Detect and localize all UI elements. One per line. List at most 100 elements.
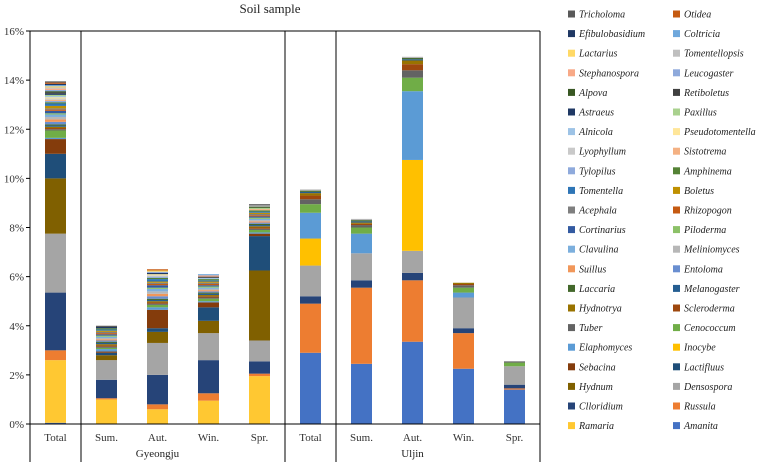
bar-segment (45, 121, 66, 125)
bar-segment (198, 292, 219, 294)
legend-label: Densospora (683, 382, 732, 393)
bar-segment (402, 250, 423, 273)
legend-label: Efibulobasidium (578, 29, 645, 40)
bar-segment (45, 93, 66, 95)
legend-swatch (568, 186, 575, 194)
bar-segment (453, 333, 474, 369)
bar-segment (351, 222, 372, 224)
bar-segment (249, 373, 270, 377)
legend-label: Paxillus (683, 108, 717, 119)
bar-segment (249, 210, 270, 212)
bar-segment (147, 302, 168, 304)
bar-segment (300, 212, 321, 239)
legend-swatch (568, 343, 575, 351)
group-label: Gyeongju (136, 448, 180, 460)
legend-label: Alpova (578, 88, 607, 99)
legend-swatch (673, 343, 680, 351)
bar-segment (249, 232, 270, 234)
legend-swatch (568, 10, 575, 18)
y-tick-label: 0% (9, 419, 24, 431)
bar-segment (147, 291, 168, 294)
legend-swatch (568, 304, 575, 312)
bar-segment (45, 124, 66, 126)
bar-segment (300, 303, 321, 353)
bar-segment (249, 222, 270, 224)
bar-segment (249, 220, 270, 222)
bar-segment (402, 341, 423, 424)
bar-segment (249, 211, 270, 213)
legend-swatch (568, 147, 575, 155)
bar-segment (147, 276, 168, 278)
legend-swatch (568, 167, 575, 175)
x-tick-label: Total (44, 432, 66, 444)
bar-segment (504, 384, 525, 389)
legend-swatch (673, 206, 680, 214)
bar-segment (96, 331, 117, 334)
bar-segment (249, 227, 270, 229)
bar-segment (45, 178, 66, 234)
bar-segment (453, 285, 474, 288)
legend-label: Scleroderma (684, 304, 735, 315)
x-tick-label: Aut. (148, 432, 168, 444)
legend-label: Retiboletus (683, 88, 729, 99)
bar-segment (198, 287, 219, 289)
bar-segment (249, 217, 270, 219)
legend-label: Amphinema (683, 166, 732, 177)
bar-segment (198, 290, 219, 292)
x-tick-label: Spr. (506, 432, 524, 444)
bar-segment (147, 301, 168, 303)
bar-segment (45, 129, 66, 131)
bar-segment (45, 99, 66, 102)
bar-segment (147, 269, 168, 271)
legend-swatch (568, 49, 575, 57)
bar-segment (402, 58, 423, 60)
legend-swatch (673, 147, 680, 155)
bar-segment (198, 297, 219, 299)
bar-segment (198, 281, 219, 283)
bar-segment (45, 125, 66, 127)
bar-segment (45, 130, 66, 138)
bar-segment (45, 83, 66, 86)
bar-segment (45, 96, 66, 98)
bar-segment (402, 64, 423, 71)
bar-segment (402, 59, 423, 61)
y-tick-label: 10% (4, 173, 24, 185)
legend-label: Hydnum (578, 382, 613, 393)
bar-segment (147, 331, 168, 343)
legend-swatch (673, 226, 680, 234)
legend-label: Lyophyllum (578, 147, 626, 158)
bar-segment (249, 223, 270, 226)
legend-swatch (673, 69, 680, 77)
bar-segment (45, 126, 66, 129)
legend-swatch (673, 422, 680, 430)
bar-segment (249, 209, 270, 211)
bar-segment (198, 360, 219, 394)
bar-segment (198, 296, 219, 298)
bar-segment (147, 304, 168, 308)
bar-segment (198, 291, 219, 293)
bar-segment (198, 285, 219, 287)
bar-segment (96, 340, 117, 342)
bar-segment (45, 422, 66, 424)
legend-label: Tuber (579, 323, 602, 334)
bar-segment (96, 398, 117, 400)
bar-segment (249, 226, 270, 228)
y-tick-label: 4% (9, 321, 24, 333)
bar-segment (249, 225, 270, 227)
bar-segment (45, 233, 66, 293)
legend-swatch (673, 382, 680, 390)
bar-segment (198, 279, 219, 281)
bar-segment (96, 344, 117, 346)
bar-segment (45, 108, 66, 110)
legend-label: Laccaria (578, 284, 615, 295)
bar-segment (45, 103, 66, 106)
bar-segment (147, 298, 168, 300)
bar-segment (198, 280, 219, 282)
y-tick-label: 2% (9, 370, 24, 382)
bar-segment (198, 288, 219, 291)
legend-swatch (568, 128, 575, 136)
y-tick-label: 14% (4, 75, 24, 87)
bar-segment (96, 335, 117, 337)
bar-segment (249, 236, 270, 271)
y-tick-label: 8% (9, 223, 24, 235)
